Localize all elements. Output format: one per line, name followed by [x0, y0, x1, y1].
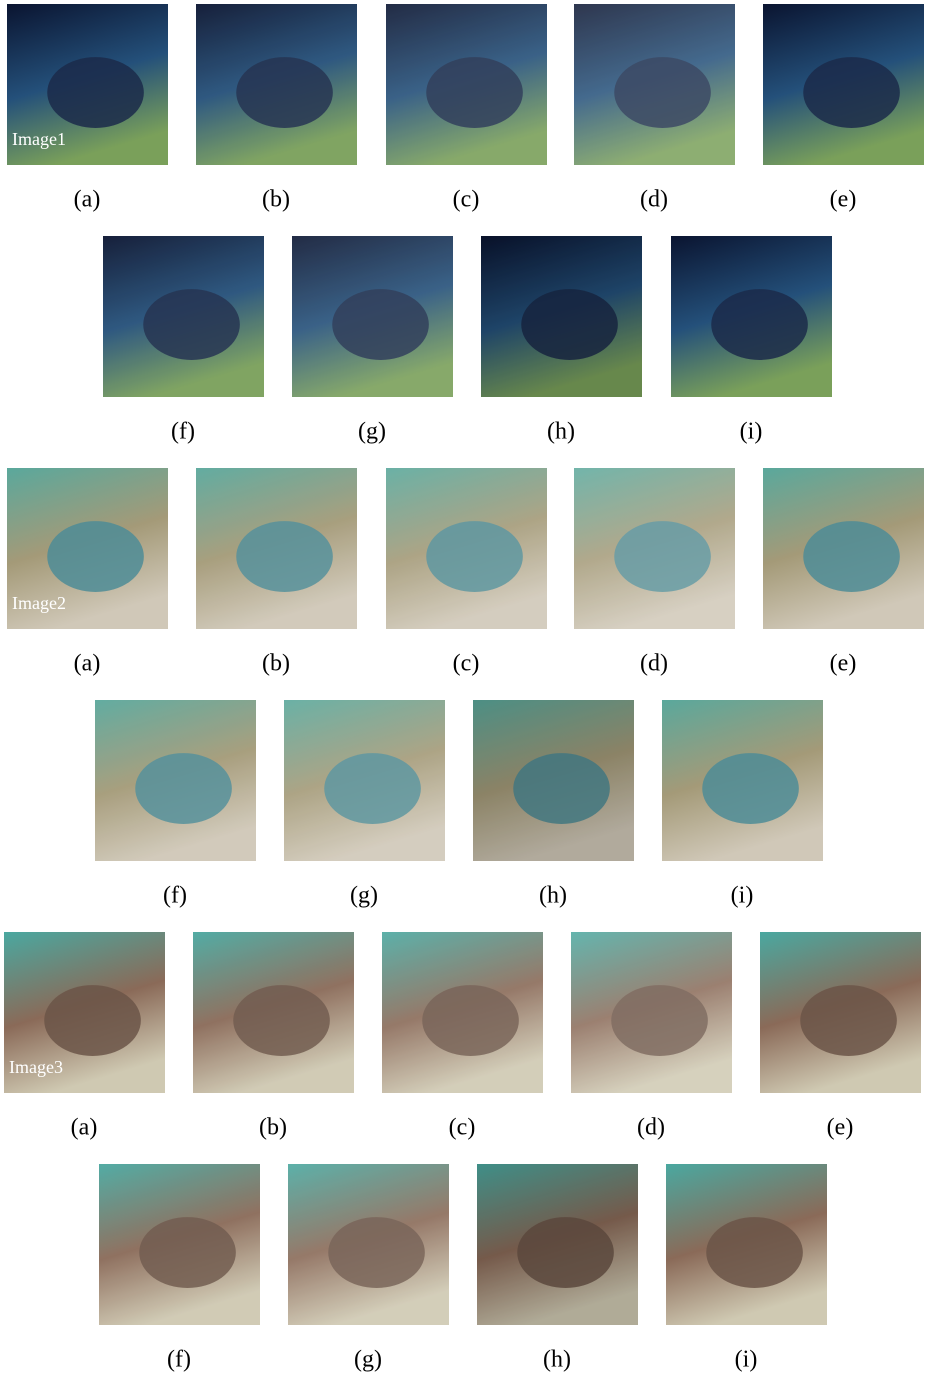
- tone-overlay: [284, 700, 445, 861]
- image-panel: [196, 468, 357, 629]
- image-panel: [574, 468, 735, 629]
- image-panel: [760, 932, 921, 1093]
- image-panel: [284, 700, 445, 861]
- panel-caption: (b): [262, 651, 290, 677]
- tone-overlay: [571, 932, 732, 1093]
- tone-overlay: [574, 4, 735, 165]
- tone-overlay: [574, 468, 735, 629]
- tone-overlay: [103, 236, 264, 397]
- image-label: Image1: [12, 129, 66, 149]
- panel-caption: (c): [449, 1115, 476, 1141]
- panel-caption: (f): [171, 419, 195, 445]
- panel-caption: (e): [827, 1115, 854, 1141]
- tone-overlay: [386, 4, 547, 165]
- panel-caption: (a): [71, 1115, 98, 1141]
- panel-caption: (f): [163, 883, 187, 909]
- tone-overlay: [386, 468, 547, 629]
- panel-caption: (f): [167, 1347, 191, 1373]
- image-panel: [571, 932, 732, 1093]
- image-panel: [481, 236, 642, 397]
- image-panel: [386, 4, 547, 165]
- tone-overlay: [481, 236, 642, 397]
- image-panel: [193, 932, 354, 1093]
- tone-overlay: [95, 700, 256, 861]
- panel-caption: (e): [830, 651, 857, 677]
- image-panel: [103, 236, 264, 397]
- panel-caption: (i): [735, 1347, 758, 1373]
- tone-overlay: [196, 468, 357, 629]
- image-label: Image2: [12, 593, 66, 613]
- tone-overlay: [193, 932, 354, 1093]
- image-panel: [666, 1164, 827, 1325]
- tone-overlay: [288, 1164, 449, 1325]
- image-panel: [763, 4, 924, 165]
- tone-overlay: [382, 932, 543, 1093]
- panel-caption: (h): [547, 419, 575, 445]
- panel-caption: (b): [259, 1115, 287, 1141]
- image-panel: [288, 1164, 449, 1325]
- panel-caption: (c): [453, 187, 480, 213]
- image-panel: [477, 1164, 638, 1325]
- figure: Image1 (a) (b) (c) (d) (e) (f) (g) (h) (i) Image2 (…: [0, 0, 928, 1381]
- image-panel: [671, 236, 832, 397]
- image-panel: [574, 4, 735, 165]
- panel-caption: (g): [354, 1347, 382, 1373]
- panel-caption: (i): [731, 883, 754, 909]
- panel-caption: (e): [830, 187, 857, 213]
- image-panel: [763, 468, 924, 629]
- image-panel: [662, 700, 823, 861]
- panel-caption: (a): [74, 187, 101, 213]
- image-panel: [386, 468, 547, 629]
- image-panel: [382, 932, 543, 1093]
- panel-caption: (h): [539, 883, 567, 909]
- tone-overlay: [99, 1164, 260, 1325]
- tone-overlay: [196, 4, 357, 165]
- tone-overlay: [473, 700, 634, 861]
- panel-caption: (d): [640, 651, 668, 677]
- image-label: Image3: [9, 1057, 63, 1077]
- panel-caption: (i): [740, 419, 763, 445]
- image-panel: [473, 700, 634, 861]
- tone-overlay: [292, 236, 453, 397]
- panel-caption: (a): [74, 651, 101, 677]
- image-panel: [292, 236, 453, 397]
- image-panel: [196, 4, 357, 165]
- panel-caption: (h): [543, 1347, 571, 1373]
- panel-caption: (c): [453, 651, 480, 677]
- panel-caption: (b): [262, 187, 290, 213]
- panel-caption: (g): [358, 419, 386, 445]
- panel-caption: (d): [640, 187, 668, 213]
- panel-caption: (g): [350, 883, 378, 909]
- image-panel: [95, 700, 256, 861]
- tone-overlay: [477, 1164, 638, 1325]
- panel-caption: (d): [637, 1115, 665, 1141]
- image-panel: [99, 1164, 260, 1325]
